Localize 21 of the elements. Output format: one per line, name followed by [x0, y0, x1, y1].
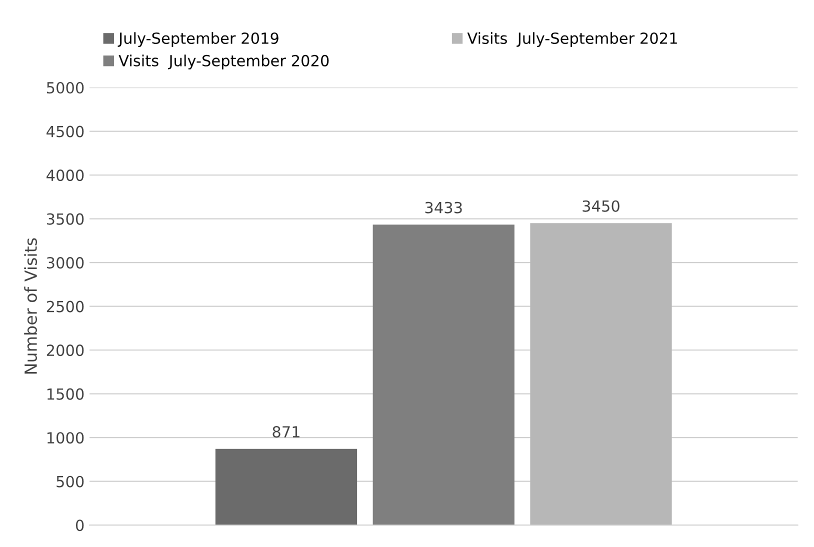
bar	[215, 448, 358, 526]
y-tick-label: 4000	[46, 170, 84, 182]
bar	[530, 223, 672, 526]
bar	[372, 224, 514, 526]
y-tick-label: 1500	[47, 388, 84, 400]
legend-label: Visits July-September 2020	[118, 54, 329, 70]
data-label: 3433	[425, 202, 462, 214]
y-tick-label: 500	[56, 476, 84, 488]
data-label: 871	[272, 426, 300, 438]
y-tick-label: 1000	[47, 432, 84, 444]
y-tick-label: 4500	[46, 126, 84, 138]
y-tick-label: 5000	[46, 82, 84, 94]
y-axis-title: Number of Visits	[24, 238, 38, 374]
y-tick-label: 3500	[46, 213, 84, 225]
y-tick-label: 0	[76, 520, 84, 532]
legend-label: July-September 2019	[118, 32, 278, 47]
data-label: 3450	[582, 200, 620, 212]
y-tick-label: 2500	[46, 300, 84, 312]
y-tick-label: 3000	[46, 257, 84, 269]
y-tick-label: 2000	[46, 344, 84, 356]
legend-label: Visits July-September 2021	[467, 32, 677, 47]
